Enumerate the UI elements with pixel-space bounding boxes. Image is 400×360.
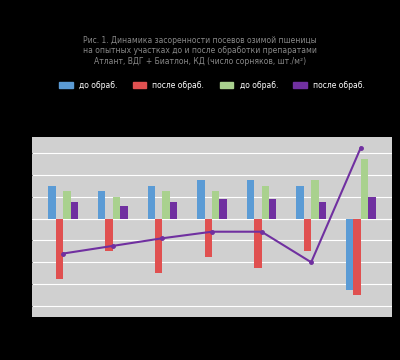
Bar xyxy=(361,159,368,219)
Bar xyxy=(197,180,204,219)
Text: Рис. 1. Динамика засоренности посевов озимой пшеницы
на опытных участках до и по: Рис. 1. Динамика засоренности посевов оз… xyxy=(83,36,317,66)
Bar xyxy=(368,197,376,219)
Bar xyxy=(120,206,128,219)
Bar xyxy=(155,219,162,273)
Bar xyxy=(212,192,220,219)
Bar xyxy=(105,219,113,251)
Legend: до обраб., после обраб., до обраб., после обраб.: до обраб., после обраб., до обраб., посл… xyxy=(56,78,368,93)
Bar xyxy=(269,199,276,219)
Bar xyxy=(296,186,304,219)
Bar xyxy=(353,219,361,295)
Bar xyxy=(346,219,353,289)
Bar xyxy=(319,202,326,219)
Bar xyxy=(170,202,177,219)
Bar xyxy=(148,186,155,219)
Bar xyxy=(204,219,212,257)
Bar xyxy=(113,197,120,219)
Bar xyxy=(63,192,71,219)
Bar xyxy=(71,202,78,219)
Bar xyxy=(56,219,63,279)
Bar xyxy=(254,219,262,268)
Bar xyxy=(162,192,170,219)
Bar xyxy=(262,186,269,219)
Bar xyxy=(247,180,254,219)
Bar xyxy=(98,192,105,219)
Bar xyxy=(304,219,311,251)
Bar xyxy=(311,180,319,219)
Bar xyxy=(48,186,56,219)
Bar xyxy=(220,199,227,219)
